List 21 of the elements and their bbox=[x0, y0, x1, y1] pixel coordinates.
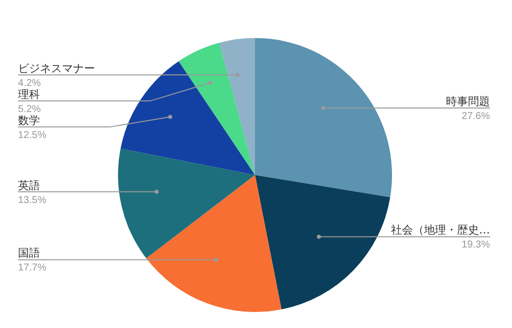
pie-slice bbox=[255, 175, 390, 310]
slice-label: 英語 bbox=[18, 178, 40, 192]
slice-label: 時事問題 bbox=[446, 94, 490, 108]
pie-slice bbox=[120, 61, 255, 175]
slice-label: ビジネスマナー bbox=[18, 62, 95, 75]
slice-label: 数学 bbox=[18, 114, 40, 127]
slice-label: 社会（地理・歴史… bbox=[391, 224, 490, 237]
pie-slice bbox=[178, 42, 255, 175]
slice-label: 国語 bbox=[18, 246, 40, 260]
data-label: 4.2% bbox=[18, 78, 41, 89]
data-label: 12.5% bbox=[18, 130, 46, 141]
pie-slice bbox=[118, 148, 255, 258]
pie-slice bbox=[146, 175, 282, 312]
pie-slice bbox=[219, 38, 255, 175]
data-label: 13.5% bbox=[18, 194, 46, 206]
data-label: 19.3% bbox=[462, 240, 490, 251]
data-label: 27.6% bbox=[462, 110, 490, 122]
pie-slice bbox=[255, 38, 392, 198]
slice-label: 理科 bbox=[18, 88, 40, 101]
data-label: 5.2% bbox=[18, 104, 41, 115]
data-label: 17.7% bbox=[18, 262, 46, 274]
